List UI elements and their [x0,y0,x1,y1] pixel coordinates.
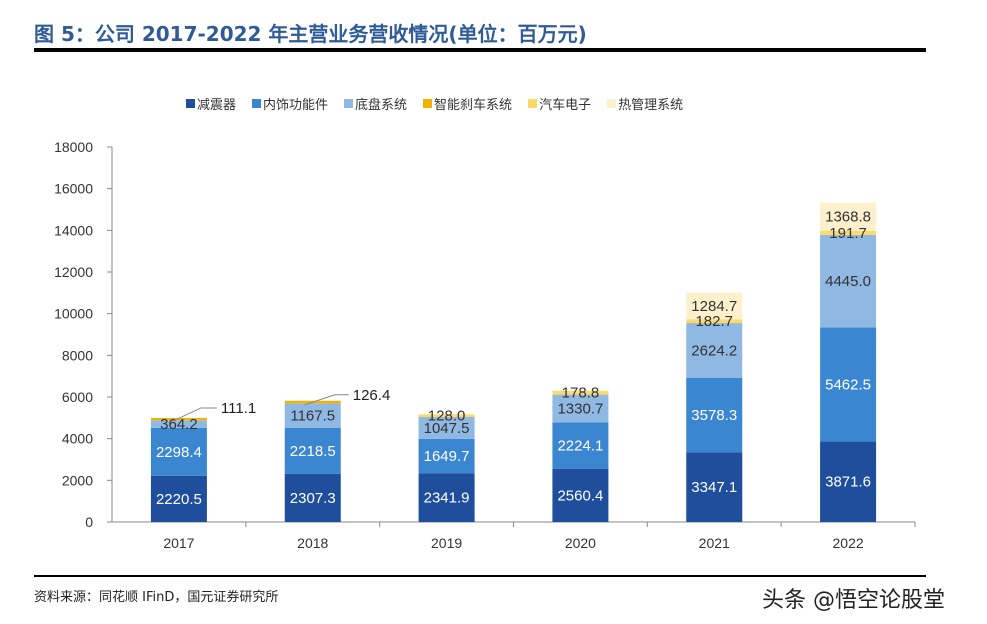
data-label: 1047.5 [424,420,470,437]
bar-segment [820,202,877,231]
bar-segment [284,403,341,428]
y-tick-label: 6000 [62,389,93,405]
bar-segment [820,441,877,522]
data-label: 1167.5 [290,408,335,425]
data-label: 4445.0 [825,273,871,290]
bar-segment [418,438,475,474]
y-tick-label: 10000 [54,306,93,322]
bar-segment [418,473,475,522]
legend-swatch [528,99,538,108]
bar-segment [686,377,743,453]
bar-segment [150,417,207,421]
y-tick-label: 4000 [62,431,93,447]
y-tick-label: 18000 [54,139,93,155]
bar-segment [820,234,877,328]
data-label: 3347.1 [691,479,737,496]
bar-segment [150,475,207,522]
legend-label: 减震器 [197,98,237,113]
bar-segment [552,390,609,395]
y-tick-label: 8000 [62,347,93,363]
legend-item: 智能刹车系统 [423,94,512,113]
data-label-leader [304,394,349,406]
data-label: 111.1 [221,400,256,417]
bar-segment [686,452,743,522]
y-tick-label: 14000 [54,222,93,238]
legend-label: 底盘系统 [355,98,408,113]
title-divider [34,48,926,52]
bar-segment [552,422,609,469]
bar-segment [284,473,341,522]
legend-item: 汽车电子 [528,94,591,113]
y-tick-label: 0 [85,514,93,530]
legend-item: 热管理系统 [607,94,683,113]
x-tick-label: 2021 [699,535,730,551]
legend: 减震器 内饰功能件 底盘系统 智能刹车系统 汽车电子 热管理系统 [186,94,683,113]
data-label: 364.2 [160,416,198,433]
data-label: 2624.2 [691,342,737,359]
y-tick-label: 12000 [54,264,93,280]
y-tick-label: 2000 [62,472,93,488]
legend-item: 底盘系统 [344,94,407,113]
data-label: 128.0 [428,408,466,425]
source-note: 资料来源：同花顺 IFinD，国元证券研究所 [34,590,279,605]
data-label: 1368.8 [825,209,871,226]
data-label: 1649.7 [424,448,470,465]
bar-segment [284,427,341,474]
bar-segment [686,319,743,324]
bar-segment [418,414,475,418]
data-label-leader [170,407,217,423]
legend-swatch [423,99,433,108]
data-label: 178.8 [562,385,600,402]
legend-swatch [252,99,262,108]
bar-segment [150,420,207,428]
data-label: 3578.3 [691,407,737,424]
y-tick-label: 16000 [54,181,93,197]
legend-item: 减震器 [186,94,236,113]
data-label: 191.7 [829,225,867,242]
data-label: 5462.5 [825,376,871,393]
legend-label: 智能刹车系统 [434,98,513,113]
legend-label: 内饰功能件 [263,98,329,113]
data-label: 2307.3 [290,490,336,507]
legend-label: 热管理系统 [618,98,684,113]
data-label: 182.7 [695,313,733,330]
data-label: 2560.4 [557,487,603,504]
x-tick-label: 2018 [297,535,328,551]
bar-segment [418,417,475,439]
bar-segment [552,468,609,522]
watermark: 头条 @悟空论股堂 [762,588,945,613]
data-label: 2224.1 [557,437,603,454]
legend-swatch [344,99,354,108]
footer-divider [34,575,926,577]
legend-swatch [186,99,195,108]
legend-item: 内饰功能件 [252,94,328,113]
legend-label: 汽车电子 [539,98,592,113]
bar-segment [820,327,877,442]
bar-segment [686,292,743,320]
bar-segment [150,427,207,476]
bar-segment [820,230,877,235]
data-label: 1330.7 [557,400,603,417]
data-label: 3871.6 [825,474,871,491]
data-label: 2218.5 [290,443,336,460]
x-tick-label: 2022 [833,535,864,551]
data-label: 126.4 [353,387,391,404]
data-label: 2220.5 [156,491,202,508]
data-label: 1284.7 [691,298,737,315]
figure-title: 图 5：公司 2017-2022 年主营业务营收情况(单位：百万元) [34,22,587,46]
data-label: 2341.9 [424,490,470,507]
x-tick-label: 2017 [163,535,194,551]
x-tick-label: 2020 [565,535,596,551]
data-label: 2298.4 [156,444,202,461]
x-tick-label: 2019 [431,535,462,551]
bar-segment [552,394,609,423]
bar-segment [686,323,743,378]
legend-swatch [607,99,617,108]
